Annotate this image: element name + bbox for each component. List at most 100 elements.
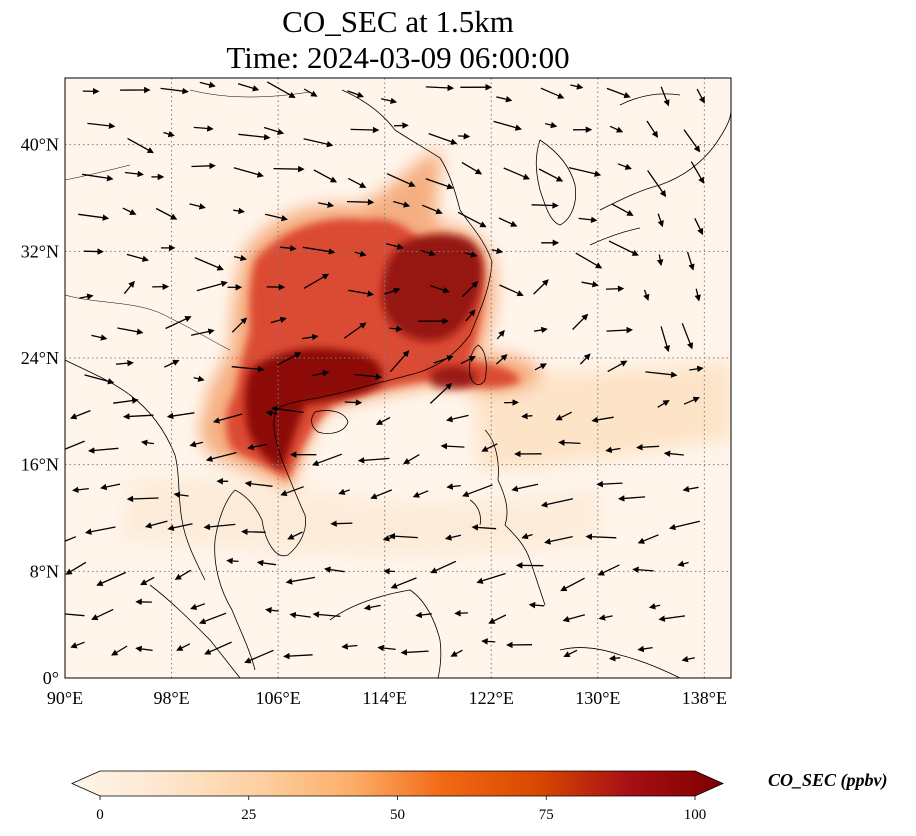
wind-arrow: [123, 280, 135, 295]
wind-arrow: [563, 649, 578, 658]
wind-arrow: [657, 213, 664, 228]
wind-arrow: [190, 603, 206, 610]
wind-arrow: [389, 350, 410, 373]
wind-arrow: [648, 603, 661, 610]
wind-arrow: [420, 249, 436, 257]
wind-arrow: [503, 167, 530, 180]
wind-arrow: [647, 170, 667, 198]
wind-arrow: [163, 130, 175, 138]
wind-arrow: [433, 355, 454, 364]
wind-vectors: [65, 81, 705, 664]
wind-arrow: [380, 97, 398, 105]
wind-arrow: [531, 202, 559, 209]
wind-arrow: [233, 167, 264, 178]
wind-arrow: [384, 287, 401, 295]
wind-arrow: [124, 170, 144, 178]
wind-arrow: [244, 649, 274, 664]
wind-arrow: [377, 644, 396, 652]
wind-arrow: [493, 120, 522, 131]
wind-arrow: [204, 641, 232, 655]
wind-arrow: [117, 327, 144, 335]
wind-arrow: [341, 643, 358, 650]
wind-arrow: [126, 495, 159, 503]
lon-tick-label: 98°E: [153, 688, 189, 708]
wind-arrow: [167, 523, 193, 531]
plume-core-taiwan: [430, 366, 478, 390]
wind-arrow: [538, 168, 564, 182]
wind-arrow: [495, 354, 508, 365]
wind-arrow: [350, 126, 380, 134]
wind-arrow: [446, 414, 469, 423]
wind-arrow: [111, 645, 128, 656]
wind-arrow: [393, 200, 411, 208]
plot-frame: [64, 77, 732, 679]
wind-arrow: [496, 96, 513, 103]
wind-arrow: [348, 289, 374, 297]
wind-arrow: [193, 125, 214, 132]
wind-arrow: [446, 483, 461, 490]
wind-arrow: [263, 126, 285, 135]
wind-arrow: [126, 253, 149, 262]
wind-arrow: [88, 447, 119, 454]
wind-arrow: [683, 396, 700, 405]
wind-arrow: [643, 289, 650, 301]
lon-tick-label: 138°E: [682, 688, 727, 708]
map-subtitle-time: Time: 2024-03-09 06:00:00: [226, 40, 570, 75]
lon-tick-label: 106°E: [256, 688, 301, 708]
wind-arrow: [231, 317, 248, 333]
wind-arrow: [425, 178, 454, 190]
wind-arrow: [165, 316, 192, 330]
wind-arrow: [389, 325, 403, 333]
wind-arrow: [498, 217, 518, 227]
wind-arrow: [534, 363, 547, 371]
wind-arrow: [244, 480, 273, 488]
wind-arrow: [677, 560, 689, 567]
wind-arrow: [657, 400, 670, 408]
wind-arrow: [116, 359, 134, 367]
wind-arrow: [357, 457, 390, 464]
coastline-hainan: [311, 410, 349, 434]
wind-arrow: [247, 443, 268, 451]
wind-arrow: [471, 524, 497, 531]
wind-arrow: [568, 166, 602, 177]
wind-arrow: [608, 654, 621, 662]
wind-arrow: [302, 333, 319, 341]
lon-tick-label: 114°E: [362, 688, 407, 708]
wind-arrow: [264, 213, 288, 222]
wind-arrow: [597, 564, 620, 576]
wind-arrow: [658, 615, 686, 622]
wind-arrow: [324, 566, 345, 573]
wind-arrow: [694, 218, 704, 236]
wind-arrow: [533, 326, 548, 334]
wind-arrow: [69, 409, 91, 420]
wind-arrow: [457, 211, 487, 228]
coastlines: [65, 89, 731, 678]
wind-arrow: [476, 572, 506, 584]
wind-arrow: [681, 323, 694, 350]
colorbar-tick-label: 75: [539, 807, 554, 823]
wind-arrow: [83, 248, 104, 255]
wind-arrow: [660, 86, 670, 107]
plume-core-north: [381, 233, 483, 342]
wind-arrow: [203, 523, 236, 531]
wind-arrow: [191, 162, 216, 170]
wind-arrow: [540, 498, 574, 508]
wind-arrow: [303, 138, 334, 148]
wind-arrow: [383, 567, 396, 575]
wind-arrow: [100, 483, 121, 491]
wind-arrow: [570, 83, 584, 90]
wind-arrow: [113, 397, 139, 404]
wind-arrow: [533, 279, 549, 295]
wind-arrow: [303, 88, 318, 97]
plume-core-south: [244, 348, 383, 470]
wind-arrow: [122, 207, 137, 215]
wind-arrow: [560, 577, 585, 592]
wind-arrow: [65, 613, 85, 617]
wind-arrow: [412, 490, 429, 498]
wind-arrow: [65, 561, 87, 575]
wind-arrow: [636, 443, 660, 451]
wind-arrow: [598, 614, 613, 621]
coastline-east-asia: [234, 89, 493, 557]
wind-arrow: [84, 374, 115, 385]
wind-arrow: [440, 442, 465, 450]
